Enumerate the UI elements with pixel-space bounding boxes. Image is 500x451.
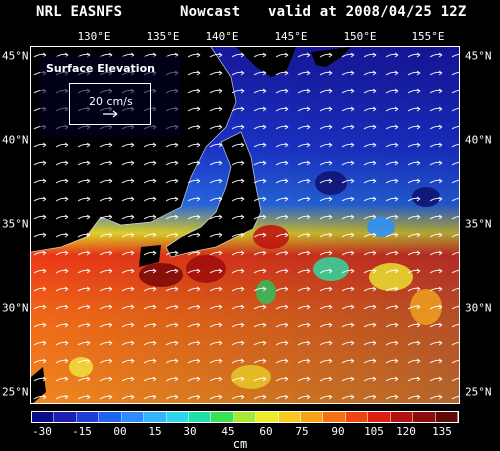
colorbar-swatch [323,412,346,422]
colorbar-swatch [99,412,122,422]
coastlines [31,47,262,258]
lat-label-left-35: 35°N [2,217,29,231]
colorbar-tick: 00 [113,425,127,438]
colorbar-swatch [76,412,100,422]
legend-panel [40,56,180,136]
lat-label-right-35: 35°N [465,217,492,231]
colorbar-tick: -30 [32,425,52,438]
scale-arrow-icon [103,110,118,118]
lon-label-150: 150°E [343,30,377,43]
colorbar-unit: cm [232,437,248,451]
colorbar-swatch [32,412,55,422]
lon-label-135: 135°E [146,30,180,43]
lat-label-left-30: 30°N [2,301,29,315]
lat-label-left-45: 45°N [2,49,29,63]
colorbar-tick: 90 [331,425,345,438]
colorbar-tick: -15 [72,425,92,438]
colorbar-tick: 15 [148,425,162,438]
lat-label-right-45: 45°N [465,49,492,63]
lat-label-left-25: 25°N [2,385,29,399]
colorbar-swatch [188,412,212,422]
legend-title: Surface Elevation [46,62,155,75]
header-valid-time: valid at 2008/04/25 12Z [268,4,467,20]
lon-label-140: 140°E [205,30,239,43]
lon-label-145: 145°E [274,30,308,43]
header-source: NRL EASNFS [36,4,123,20]
colorbar-swatch [233,412,257,422]
colorbar-swatch [256,412,279,422]
colorbar-tick: 60 [259,425,273,438]
colorbar-swatch [435,412,459,422]
header-product: Nowcast [180,4,241,20]
lon-label-155: 155°E [411,30,445,43]
colorbar-swatch [54,412,77,422]
lat-label-right-25: 25°N [465,385,492,399]
colorbar-swatch [166,412,189,422]
colorbar [31,411,459,423]
colorbar-tick: 105 [364,425,384,438]
lat-label-right-30: 30°N [465,301,492,315]
colorbar-tick: 30 [183,425,197,438]
scale-vector-label: 20 cm/s [89,95,133,108]
colorbar-tick: 135 [432,425,452,438]
colorbar-swatch [278,412,302,422]
colorbar-swatch [301,412,324,422]
colorbar-swatch [413,412,436,422]
colorbar-swatch [345,412,369,422]
lon-label-130: 130°E [77,30,111,43]
lat-label-left-40: 40°N [2,133,29,147]
colorbar-tick: 120 [396,425,416,438]
colorbar-swatch [368,412,391,422]
colorbar-swatch [121,412,145,422]
colorbar-swatch [211,412,234,422]
colorbar-swatch [390,412,414,422]
colorbar-tick: 45 [221,425,235,438]
lat-label-right-40: 40°N [465,133,492,147]
colorbar-swatch [144,412,167,422]
colorbar-tick: 75 [295,425,309,438]
scale-vector-box [69,83,151,125]
